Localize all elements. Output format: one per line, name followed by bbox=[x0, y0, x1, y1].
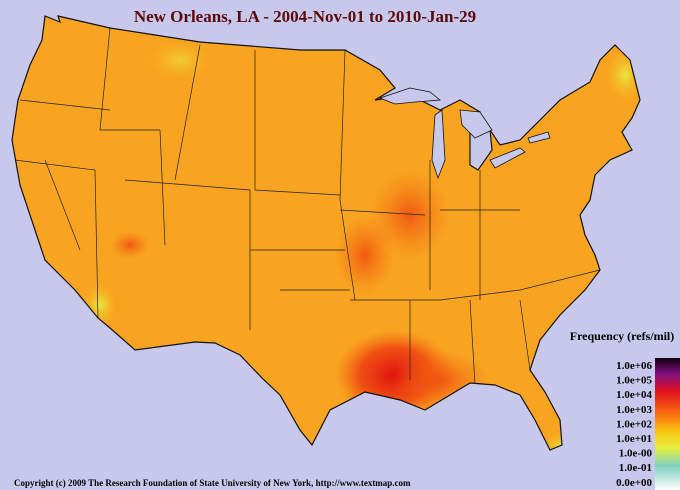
state-lines bbox=[14, 27, 601, 386]
legend-label: 0.0e+00 bbox=[616, 477, 652, 489]
legend-label: 1.0e+06 bbox=[616, 360, 652, 372]
legend-label: 1.0e+02 bbox=[616, 418, 652, 430]
legend-label: 1.0e+05 bbox=[616, 375, 652, 387]
great-lakes bbox=[378, 87, 551, 180]
title: New Orleans, LA - 2004-Nov-01 to 2010-Ja… bbox=[134, 7, 476, 26]
legend-label: 1.0e+01 bbox=[616, 433, 652, 445]
legend-title: Frequency (refs/mil) bbox=[570, 329, 675, 343]
legend-label: 1.0e+03 bbox=[616, 404, 652, 416]
legend-label: 1.0e+04 bbox=[616, 389, 652, 401]
legend-label: 1.0e-01 bbox=[619, 462, 652, 474]
color-bar bbox=[655, 358, 680, 490]
footer: Copyright (c) 2009 The Research Foundati… bbox=[14, 478, 411, 488]
legend-label: 1.0e-00 bbox=[619, 448, 653, 460]
legend-labels: 1.0e+06 1.0e+05 1.0e+04 1.0e+03 1.0e+02 1.0e+… bbox=[616, 360, 652, 489]
